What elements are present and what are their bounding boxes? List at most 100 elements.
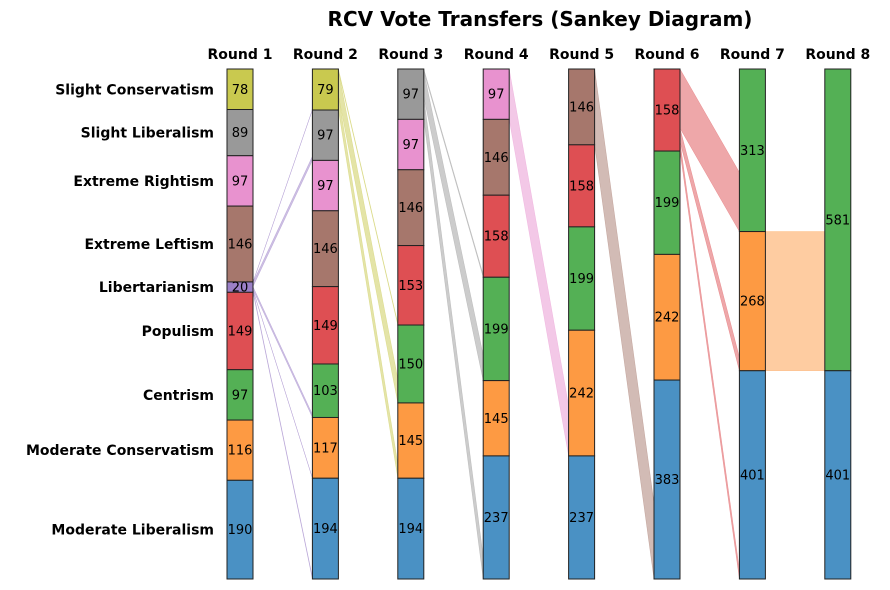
value-round4-extreme-rightism: 97 (488, 88, 505, 103)
flow-libertarianism-to-moderate-conservatism-r1 (252, 289, 313, 479)
value-round8-centrism: 581 (825, 213, 850, 228)
value-round1-moderate-conservatism: 116 (228, 444, 253, 459)
bar-round2-moderate-liberalism (311, 477, 339, 580)
flow-extreme-leftism-to-moderate-liberalism-r5 (594, 68, 655, 580)
value-round4-moderate-liberalism: 237 (484, 511, 509, 526)
bar-round4-centrism (482, 276, 510, 382)
bar-round1-extreme-rightism (226, 155, 254, 207)
bar-round1-moderate-conservatism (226, 419, 254, 481)
bar-round5-populism (568, 144, 596, 228)
bar-round4-populism (482, 194, 510, 278)
flow-libertarianism-to-slight-conservatism-r1 (252, 109, 313, 283)
flow-libertarianism-to-slight-liberalism-r1 (252, 156, 313, 287)
bar-round8-centrism (824, 68, 852, 372)
value-round4-populism: 158 (484, 230, 509, 245)
bar-round5-extreme-leftism (568, 68, 596, 146)
bar-round2-populism (311, 286, 339, 365)
bar-round3-centrism (397, 324, 425, 404)
value-round2-extreme-rightism: 97 (317, 179, 334, 194)
bar-round3-extreme-rightism (397, 118, 425, 171)
flow-slight-conservatism-to-centrism-r2 (338, 71, 399, 403)
value-round6-populism: 158 (655, 104, 680, 119)
value-round6-moderate-conservatism: 242 (655, 311, 680, 326)
value-round2-moderate-conservatism: 117 (313, 441, 338, 456)
bar-round4-extreme-leftism (482, 118, 510, 196)
value-round5-moderate-liberalism: 237 (569, 511, 594, 526)
value-round6-moderate-liberalism: 383 (655, 473, 680, 488)
flow-extreme-rightism-to-moderate-conservatism-r4 (508, 68, 569, 456)
bar-round2-moderate-conservatism (311, 416, 339, 479)
bar-round3-populism (397, 245, 425, 326)
bar-round5-centrism (568, 226, 596, 331)
bar-round6-moderate-conservatism (653, 253, 681, 381)
bar-round1-moderate-liberalism (226, 479, 254, 580)
value-round3-moderate-conservatism: 145 (398, 434, 423, 449)
candidate-label-centrism: Centrism (143, 388, 214, 404)
bar-round4-moderate-conservatism (482, 380, 510, 457)
value-round5-extreme-leftism: 146 (569, 100, 594, 115)
flow-moderate-conservatism-to-centrism-r7 (765, 231, 826, 371)
bar-round1-slight-liberalism (226, 109, 254, 157)
bar-round3-extreme-leftism (397, 169, 425, 247)
bar-round2-extreme-leftism (311, 210, 339, 288)
value-round5-populism: 158 (569, 179, 594, 194)
bar-round2-slight-liberalism (311, 109, 339, 161)
candidate-label-slight-conservatism: Slight Conservatism (55, 82, 214, 98)
label-layer: 78 89 97 146 20 149 97 116 190 Round 1 79 97 97 146 14… (26, 47, 870, 539)
value-round1-libertarianism: 20 (232, 281, 249, 296)
bar-round7-moderate-conservatism (738, 231, 766, 372)
bar-round5-moderate-liberalism (568, 455, 596, 580)
value-round6-centrism: 199 (655, 196, 680, 211)
chart-title: RCV Vote Transfers (Sankey Diagram) (328, 7, 753, 31)
value-round1-extreme-leftism: 146 (228, 238, 253, 253)
round-label-1: Round 1 (208, 47, 273, 63)
value-round3-extreme-rightism: 97 (403, 138, 420, 153)
round-label-4: Round 4 (464, 47, 529, 63)
value-round7-centrism: 313 (740, 144, 765, 159)
bar-round3-slight-liberalism (397, 68, 425, 120)
bar-round7-moderate-liberalism (738, 370, 766, 580)
value-round4-extreme-leftism: 146 (484, 151, 509, 166)
value-round1-centrism: 97 (232, 388, 249, 403)
flow-libertarianism-to-centrism-r1 (252, 286, 313, 418)
value-round1-extreme-rightism: 97 (232, 174, 249, 189)
round-label-7: Round 7 (720, 47, 785, 63)
candidate-label-libertarianism: Libertarianism (99, 280, 214, 296)
bar-round1-centrism (226, 369, 254, 421)
value-round3-moderate-liberalism: 194 (398, 522, 423, 537)
value-round1-populism: 149 (228, 325, 253, 340)
bar-round2-extreme-rightism (311, 159, 339, 212)
bar-round8-moderate-liberalism (824, 370, 852, 580)
value-round1-moderate-liberalism: 190 (228, 523, 253, 538)
value-round8-moderate-liberalism: 401 (825, 468, 850, 483)
value-round3-extreme-leftism: 146 (398, 201, 423, 216)
value-round5-moderate-conservatism: 242 (569, 387, 594, 402)
round-label-3: Round 3 (378, 47, 443, 63)
candidate-label-populism: Populism (142, 324, 214, 340)
round-label-6: Round 6 (635, 47, 700, 63)
value-round3-centrism: 150 (398, 357, 423, 372)
candidate-label-moderate-conservatism: Moderate Conservatism (26, 443, 214, 459)
flow-libertarianism-to-moderate-liberalism-r1 (252, 290, 313, 580)
candidate-label-extreme-rightism: Extreme Rightism (73, 174, 214, 190)
bar-round6-populism (653, 68, 681, 152)
value-round1-slight-liberalism: 89 (232, 126, 249, 141)
value-round4-moderate-conservatism: 145 (484, 412, 509, 427)
bar-round3-moderate-liberalism (397, 477, 425, 580)
bar-round6-centrism (653, 150, 681, 255)
value-round4-centrism: 199 (484, 322, 509, 337)
round-label-5: Round 5 (549, 47, 614, 63)
bar-round4-moderate-liberalism (482, 455, 510, 580)
value-round2-extreme-leftism: 146 (313, 242, 338, 257)
value-round5-centrism: 199 (569, 272, 594, 287)
bar-round2-centrism (311, 363, 339, 418)
value-round7-moderate-conservatism: 268 (740, 295, 765, 310)
value-round2-centrism: 103 (313, 384, 338, 399)
bar-round6-moderate-liberalism (653, 379, 681, 580)
round-label-8: Round 8 (805, 47, 870, 63)
value-round3-slight-liberalism: 97 (403, 88, 420, 103)
candidate-label-slight-liberalism: Slight Liberalism (81, 126, 214, 142)
round-label-2: Round 2 (293, 47, 358, 63)
